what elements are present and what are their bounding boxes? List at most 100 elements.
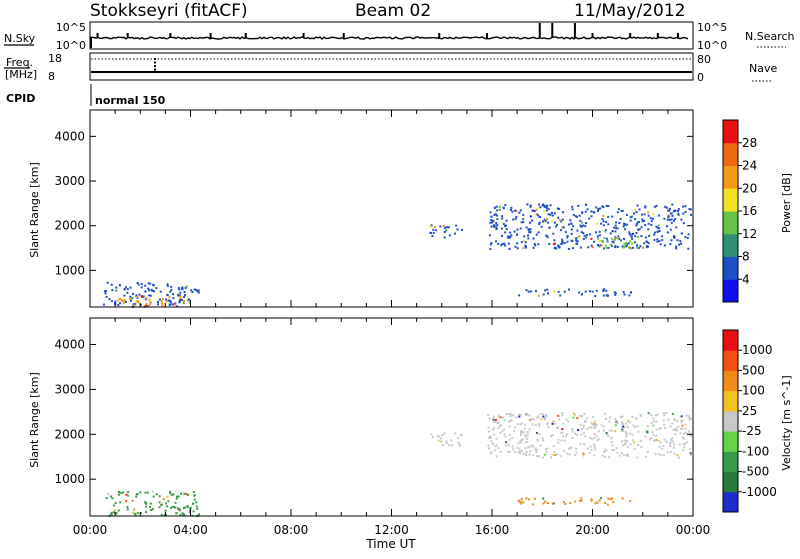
velocity-cell <box>520 500 523 503</box>
power-cell <box>543 204 546 207</box>
power-cell <box>617 235 620 238</box>
velocity-cell <box>550 456 553 459</box>
power-cell <box>640 226 643 229</box>
velocity-cell <box>139 491 142 494</box>
velocity-cell <box>150 509 153 512</box>
power-cell <box>647 242 650 245</box>
power-cell <box>501 215 504 218</box>
power-cell <box>137 300 140 303</box>
velocity-cell <box>650 414 653 417</box>
power-cell <box>520 240 523 243</box>
velocity-cell <box>526 440 529 443</box>
power-cell <box>598 234 601 237</box>
power-cell <box>504 244 507 247</box>
velocity-cell <box>520 441 523 444</box>
velocity-cell <box>488 430 491 433</box>
velocity-cell <box>174 506 177 509</box>
velocity-cell <box>132 511 135 514</box>
power-cell <box>598 240 601 243</box>
power-cell <box>638 220 641 223</box>
power-cell <box>544 220 547 223</box>
velocity-cell <box>586 447 589 450</box>
power-ytick-label: 1000 <box>54 263 85 277</box>
nave-label: Nave <box>749 62 777 75</box>
velocity-cell <box>582 424 585 427</box>
power-cell <box>529 205 532 208</box>
power-cell <box>166 283 169 286</box>
velocity-cell <box>603 450 606 453</box>
velocity-cell <box>588 451 591 454</box>
power-cell <box>570 232 573 235</box>
velocity-cell <box>522 452 525 455</box>
velocity-cell <box>580 499 583 502</box>
power-cell <box>658 227 661 230</box>
power-cell <box>133 304 136 307</box>
velocity-cell <box>183 492 186 495</box>
velocity-cell <box>681 427 684 430</box>
velocity-cell <box>189 506 192 509</box>
velocity-cell <box>572 416 575 419</box>
power-cell <box>137 283 140 286</box>
velocity-cell <box>158 495 161 498</box>
velocity-cell <box>542 415 545 418</box>
power-cell <box>566 240 569 243</box>
power-cell <box>531 219 534 222</box>
velocity-cell <box>593 420 596 423</box>
power-cell <box>124 300 127 303</box>
velocity-cell <box>158 501 161 504</box>
power-cell <box>630 235 633 238</box>
power-cell <box>571 208 574 211</box>
velocity-cell <box>508 444 511 447</box>
power-cell <box>135 300 138 303</box>
velocity-cell <box>687 415 690 418</box>
velocity-cell <box>500 424 503 427</box>
velocity-cell <box>536 431 539 434</box>
velocity-frame <box>89 317 694 517</box>
velocity-cell <box>488 417 491 420</box>
power-cell <box>653 238 656 241</box>
velocity-colorbar-segment <box>723 491 738 513</box>
power-cell <box>141 295 144 298</box>
velocity-cell <box>134 514 137 517</box>
power-cell <box>535 213 538 216</box>
velocity-cell <box>655 428 658 431</box>
velocity-cell <box>662 419 665 422</box>
power-cell <box>618 237 621 240</box>
power-cell <box>553 221 556 224</box>
power-cell <box>159 290 162 293</box>
power-cell <box>686 237 689 240</box>
velocity-cell <box>553 450 556 453</box>
velocity-cell <box>604 501 607 504</box>
power-cell <box>631 237 634 240</box>
power-cell <box>652 213 655 216</box>
power-cell <box>454 232 457 235</box>
power-cell <box>614 246 617 249</box>
velocity-cell <box>197 513 200 516</box>
velocity-cell <box>650 421 653 424</box>
velocity-cell <box>192 510 195 513</box>
velocity-cell <box>673 443 676 446</box>
velocity-cell <box>437 435 440 438</box>
velocity-cell <box>611 444 614 447</box>
velocity-cell <box>616 422 619 425</box>
beam-title: Beam 02 <box>355 1 431 21</box>
velocity-cell <box>127 491 130 494</box>
power-cell <box>635 232 638 235</box>
velocity-cell <box>598 499 601 502</box>
power-colorbar-tick-label: 8 <box>742 250 750 264</box>
velocity-cell <box>654 414 657 417</box>
power-cell <box>439 225 442 228</box>
velocity-cell <box>633 441 636 444</box>
power-cell <box>545 206 548 209</box>
power-cell <box>590 210 593 213</box>
velocity-cell <box>657 453 660 456</box>
station-title: Stokkseyri (fitACF) <box>90 1 248 21</box>
velocity-cell <box>499 431 502 434</box>
power-cell <box>489 247 492 250</box>
power-ytick-label: 3000 <box>54 174 85 188</box>
power-cell <box>173 303 176 306</box>
power-cell <box>647 222 650 225</box>
power-cell <box>552 243 555 246</box>
power-cell <box>690 213 693 216</box>
velocity-cell <box>612 448 615 451</box>
